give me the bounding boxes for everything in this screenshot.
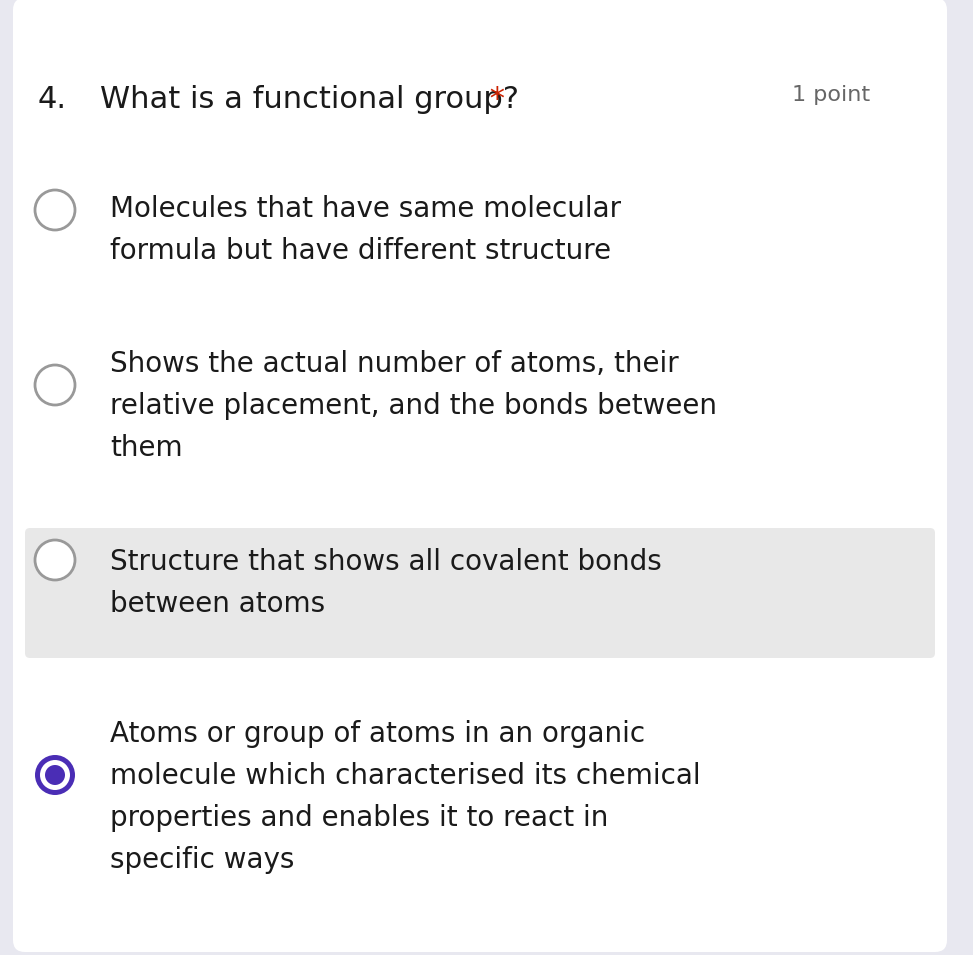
Text: formula but have different structure: formula but have different structure: [110, 237, 611, 265]
Text: 4.: 4.: [38, 85, 67, 114]
Text: 1 point: 1 point: [792, 85, 870, 105]
Circle shape: [35, 540, 75, 580]
Text: Shows the actual number of atoms, their: Shows the actual number of atoms, their: [110, 350, 679, 378]
Text: Structure that shows all covalent bonds: Structure that shows all covalent bonds: [110, 548, 662, 576]
Text: them: them: [110, 434, 183, 462]
Text: between atoms: between atoms: [110, 590, 325, 618]
FancyBboxPatch shape: [13, 0, 947, 952]
Circle shape: [35, 190, 75, 230]
Text: properties and enables it to react in: properties and enables it to react in: [110, 804, 608, 832]
Text: molecule which characterised its chemical: molecule which characterised its chemica…: [110, 762, 701, 790]
Text: relative placement, and the bonds between: relative placement, and the bonds betwee…: [110, 392, 717, 420]
Text: specific ways: specific ways: [110, 846, 295, 874]
Text: What is a functional group?: What is a functional group?: [100, 85, 519, 114]
Circle shape: [40, 760, 70, 790]
Text: *: *: [480, 85, 505, 114]
Circle shape: [45, 765, 65, 785]
Text: Molecules that have same molecular: Molecules that have same molecular: [110, 195, 621, 223]
Text: Atoms or group of atoms in an organic: Atoms or group of atoms in an organic: [110, 720, 645, 748]
Circle shape: [35, 365, 75, 405]
FancyBboxPatch shape: [25, 528, 935, 658]
Circle shape: [35, 755, 75, 795]
